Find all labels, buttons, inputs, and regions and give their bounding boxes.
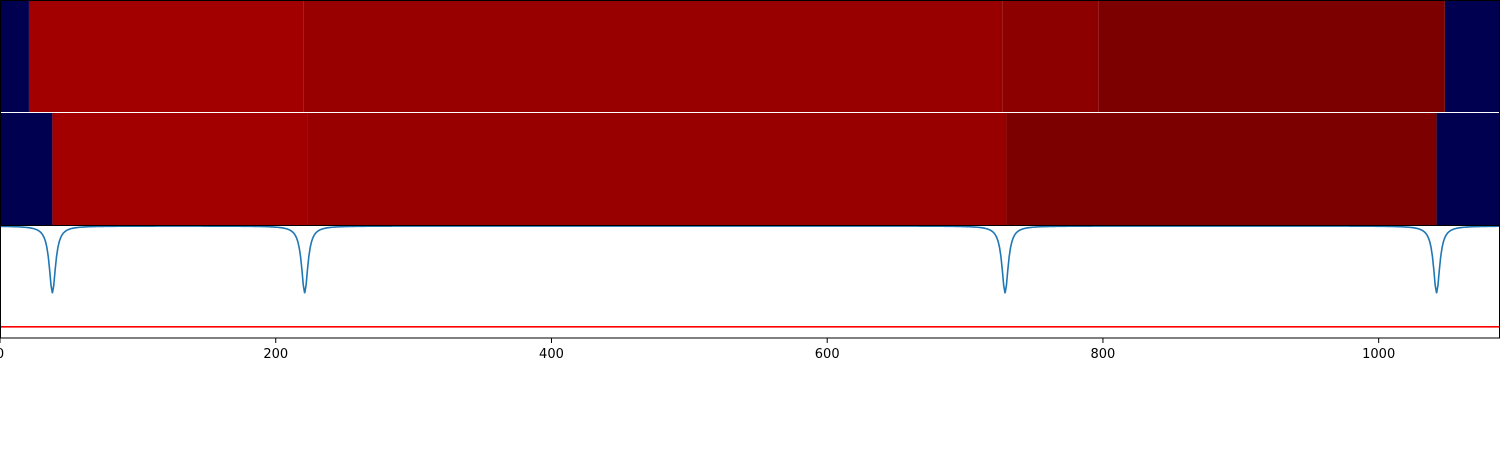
x-tick-label: 1000	[1362, 347, 1395, 362]
heatmap-layer	[0, 0, 1500, 225]
heatmap-cell-row1-seg2	[28, 0, 304, 112]
x-tick-label: 0	[0, 347, 4, 362]
x-tick-label: 800	[1091, 347, 1116, 362]
heatmap-cell-row1-seg5	[1098, 0, 1445, 112]
heatmap-cell-row2-seg5	[1436, 113, 1500, 225]
heatmap-cell-row2-seg2	[52, 113, 308, 225]
heatmap-cell-row1-seg1	[0, 0, 29, 112]
heatmap-cell-row1-seg6	[1444, 0, 1500, 112]
signal-layer	[0, 225, 1500, 328]
x-tick-label: 400	[539, 347, 564, 362]
heatmap-cell-row1-seg4	[1002, 0, 1099, 112]
x-tick-label: 200	[263, 347, 288, 362]
heatmap-cell-row2-seg1	[0, 113, 53, 225]
x-tick-label: 600	[815, 347, 840, 362]
heatmap-cell-row2-seg4	[1006, 113, 1437, 225]
heatmap-cell-row2-seg3	[307, 113, 1007, 225]
heatmap-cell-row1-seg3	[303, 0, 1003, 112]
signal-line	[0, 225, 1500, 294]
